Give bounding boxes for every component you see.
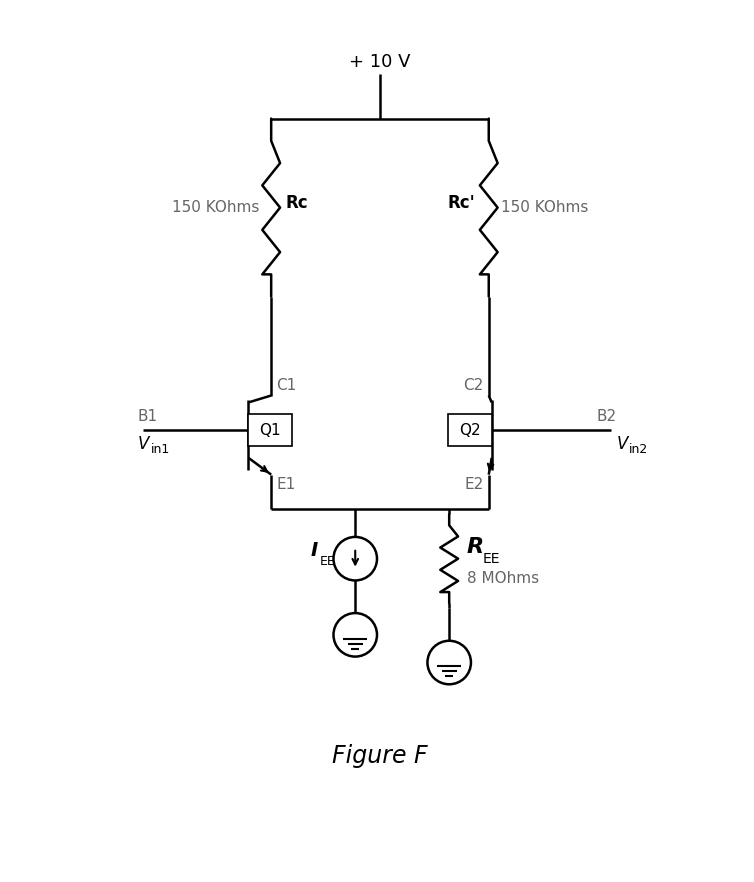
FancyBboxPatch shape bbox=[248, 415, 292, 446]
Text: E2: E2 bbox=[464, 476, 484, 491]
Text: E1: E1 bbox=[276, 476, 296, 491]
Text: Rc: Rc bbox=[285, 194, 308, 212]
Text: V: V bbox=[138, 435, 149, 453]
Text: Q2: Q2 bbox=[459, 422, 481, 437]
Text: B2: B2 bbox=[596, 408, 616, 423]
Text: R: R bbox=[467, 537, 484, 557]
Text: + 10 V: + 10 V bbox=[349, 53, 411, 71]
Text: V: V bbox=[616, 435, 627, 453]
Text: Rc': Rc' bbox=[447, 194, 475, 212]
Text: in2: in2 bbox=[629, 444, 648, 456]
Text: Q1: Q1 bbox=[259, 422, 281, 437]
Text: EE: EE bbox=[483, 551, 501, 565]
Text: EE: EE bbox=[320, 555, 336, 568]
Text: C2: C2 bbox=[464, 377, 484, 392]
Text: B1: B1 bbox=[138, 408, 158, 423]
Text: 150 KOhms: 150 KOhms bbox=[172, 200, 259, 215]
Text: I: I bbox=[311, 542, 317, 560]
Text: in1: in1 bbox=[151, 444, 170, 456]
FancyBboxPatch shape bbox=[448, 415, 492, 446]
Text: C1: C1 bbox=[276, 377, 296, 392]
Text: 8 MOhms: 8 MOhms bbox=[467, 571, 539, 586]
Text: 150 KOhms: 150 KOhms bbox=[501, 200, 588, 215]
Text: Figure F: Figure F bbox=[333, 744, 428, 768]
